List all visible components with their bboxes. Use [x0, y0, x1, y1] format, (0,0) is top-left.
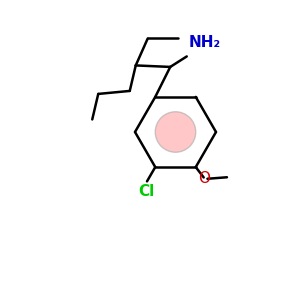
Text: Cl: Cl [138, 184, 154, 199]
Text: O: O [199, 171, 211, 186]
Circle shape [155, 112, 196, 152]
Text: NH₂: NH₂ [188, 35, 220, 50]
